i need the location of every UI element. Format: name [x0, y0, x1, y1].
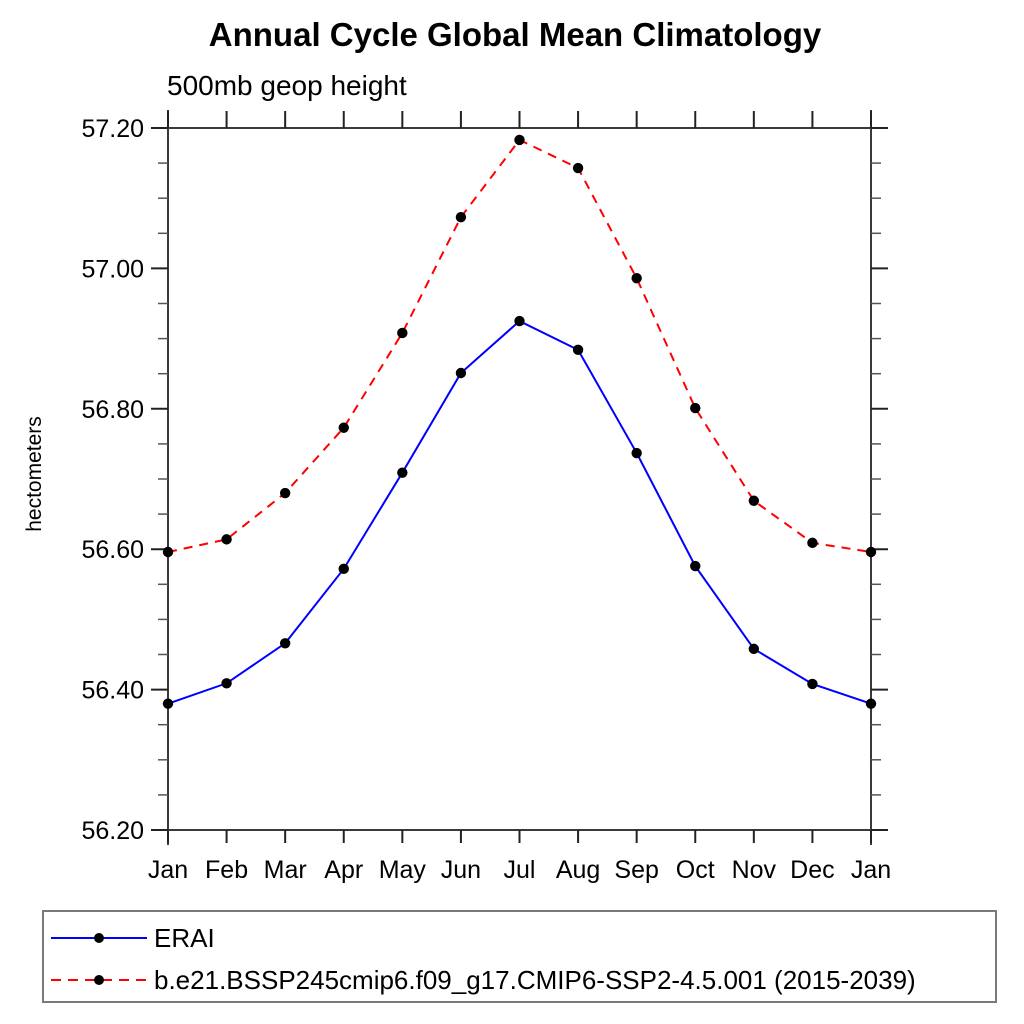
data-point-marker: [514, 134, 525, 146]
y-tick-label: 57.20: [81, 115, 144, 143]
x-tick-label: Mar: [264, 856, 307, 884]
y-tick-label: 56.20: [81, 817, 144, 845]
data-point-marker: [690, 402, 701, 414]
data-point-marker: [865, 698, 877, 709]
y-tick-label: 56.80: [81, 396, 144, 424]
data-point-marker: [631, 273, 642, 284]
data-point-marker: [572, 344, 584, 356]
legend-box: ERAI b.e21.BSSP245cmip6.f09_g17.CMIP6-SS…: [42, 910, 997, 1003]
legend-sample-line-dashed: [51, 975, 147, 985]
data-point-marker: [221, 534, 232, 545]
legend-sample-line-solid: [51, 933, 147, 943]
data-point-marker: [338, 563, 349, 575]
data-point-marker: [748, 495, 760, 506]
x-tick-label: Apr: [324, 856, 363, 884]
x-tick-label: Nov: [732, 856, 777, 884]
y-tick-label: 57.00: [81, 255, 144, 283]
chart-subtitle: 500mb geop height: [167, 70, 407, 101]
x-tick-label: Jan: [148, 856, 188, 884]
data-point-marker: [807, 537, 818, 549]
x-tick-label: Jun: [441, 856, 481, 884]
x-tick-label: Jul: [504, 856, 536, 884]
chart-title: Annual Cycle Global Mean Climatology: [208, 16, 822, 53]
data-point-marker: [807, 678, 818, 690]
data-point-marker: [572, 162, 584, 174]
data-point-marker: [455, 211, 467, 223]
model-line: [167, 138, 872, 553]
erai-line: [167, 319, 872, 705]
x-tick-label: May: [379, 856, 427, 884]
x-tick-label: Dec: [790, 856, 834, 884]
data-point-marker: [514, 315, 525, 327]
data-point-marker: [279, 487, 291, 499]
x-tick-label: Oct: [676, 856, 715, 884]
data-point-marker: [455, 367, 467, 379]
x-tick-label: Aug: [556, 856, 600, 884]
x-tick-label: Jan: [851, 856, 891, 884]
legend-label-model: b.e21.BSSP245cmip6.f09_g17.CMIP6-SSP2-4.…: [154, 964, 916, 995]
data-point-marker: [338, 422, 349, 433]
legend-label-erai: ERAI: [154, 922, 215, 953]
y-tick-label: 56.60: [81, 536, 144, 564]
data-point-marker: [279, 638, 291, 649]
data-point-marker: [631, 447, 642, 459]
x-tick-label: Sep: [614, 856, 658, 884]
data-point-marker: [397, 327, 408, 339]
data-point-marker: [690, 560, 701, 572]
data-point-marker: [865, 546, 877, 558]
data-point-marker: [162, 698, 174, 709]
data-point-marker: [162, 546, 174, 558]
data-point-marker: [221, 678, 232, 689]
legend-entry-erai: ERAI: [49, 923, 215, 953]
data-point-marker: [748, 643, 760, 655]
legend-entry-model: b.e21.BSSP245cmip6.f09_g17.CMIP6-SSP2-4.…: [49, 965, 916, 995]
data-point-marker: [397, 467, 408, 478]
x-tick-label: Feb: [205, 856, 248, 884]
y-tick-label: 56.40: [81, 677, 144, 705]
